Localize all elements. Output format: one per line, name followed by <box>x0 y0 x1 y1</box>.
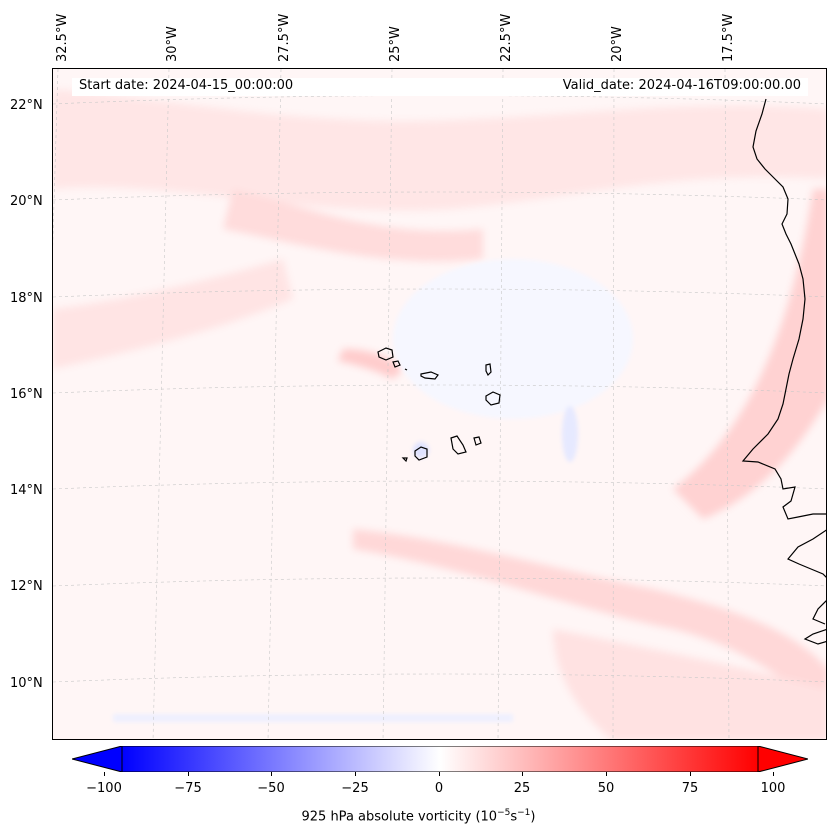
island-santa-luzia <box>404 368 408 371</box>
island-sao-nicolau <box>420 371 439 380</box>
patch-streak <box>562 406 578 462</box>
start-date: Start date: 2024-04-15_00:00:00 <box>79 78 294 93</box>
west-africa-coastline <box>741 98 826 645</box>
vorticity-field <box>53 69 826 739</box>
cb-tick-label: −100 <box>86 781 122 796</box>
cb-tickmark <box>690 772 691 776</box>
cb-tickmark <box>606 772 607 776</box>
colorbar <box>70 745 810 773</box>
band-west <box>53 259 293 369</box>
colorbar-label: 925 hPa absolute vorticity (10−5s−1) <box>301 808 536 825</box>
island-santiago <box>450 435 467 455</box>
cb-tick-label: −50 <box>257 781 285 796</box>
valid-date: Valid_date: 2024-04-16T09:00:00.00 <box>562 78 801 93</box>
lon-label-17-5w: 17.5°W <box>721 13 736 62</box>
lon-label-30w: 30°W <box>165 26 180 62</box>
cb-tick-label: −75 <box>174 781 202 796</box>
cb-tickmark <box>773 772 774 776</box>
colorbar-high-arrow <box>757 745 810 773</box>
lat-label-22n: 22°N <box>10 98 43 113</box>
lon-label-25w: 25°W <box>388 26 403 62</box>
cb-tickmark <box>355 772 356 776</box>
island-maio <box>473 436 482 446</box>
cb-tickmark <box>188 772 189 776</box>
map-canvas <box>52 68 827 740</box>
lat-label-10n: 10°N <box>10 676 43 691</box>
island-boa-vista <box>485 391 501 406</box>
patch-center <box>393 259 633 419</box>
patch-fogo <box>413 442 429 458</box>
cb-tick-label: 0 <box>434 781 444 796</box>
cb-tickmark <box>104 772 105 776</box>
lat-label-12n: 12°N <box>10 579 43 594</box>
positive-vorticity-bands <box>53 89 826 739</box>
patch-south-edge <box>113 714 513 722</box>
lat-label-18n: 18°N <box>10 291 43 306</box>
lat-label-16n: 16°N <box>10 387 43 402</box>
island-brava <box>401 457 408 463</box>
island-sal <box>485 363 492 377</box>
negative-vorticity-patches <box>113 259 633 722</box>
cb-tickmark <box>439 772 440 776</box>
band-north-inner <box>223 189 483 262</box>
graticule <box>53 69 826 739</box>
date-header-bar <box>72 78 808 96</box>
island-sao-vicente <box>392 360 401 368</box>
colorbar-gradient <box>121 745 759 773</box>
band-north <box>53 89 826 211</box>
colorbar-svg <box>70 745 810 773</box>
cb-tick-label: 100 <box>760 781 786 796</box>
cb-tick-label: 75 <box>681 781 699 796</box>
lon-label-27-5w: 27.5°W <box>277 13 292 62</box>
island-santo-antao <box>377 347 394 361</box>
band-coast <box>673 189 826 519</box>
cb-tick-label: 50 <box>597 781 615 796</box>
lon-label-22-5w: 22.5°W <box>499 13 514 62</box>
island-fogo <box>414 446 428 461</box>
lat-label-14n: 14°N <box>10 483 43 498</box>
colorbar-low-arrow <box>70 745 123 773</box>
cb-tickmark <box>271 772 272 776</box>
lon-label-32-5w: 32.5°W <box>55 13 70 62</box>
cb-tick-label: −25 <box>341 781 369 796</box>
lat-label-20n: 20°N <box>10 194 43 209</box>
band-southeast <box>553 629 826 739</box>
band-islands <box>338 349 403 379</box>
band-south <box>353 529 826 708</box>
lon-label-20w: 20°W <box>610 26 625 62</box>
cb-tick-label: 25 <box>513 781 531 796</box>
cb-tickmark <box>522 772 523 776</box>
cape-verde-islands <box>377 347 501 463</box>
